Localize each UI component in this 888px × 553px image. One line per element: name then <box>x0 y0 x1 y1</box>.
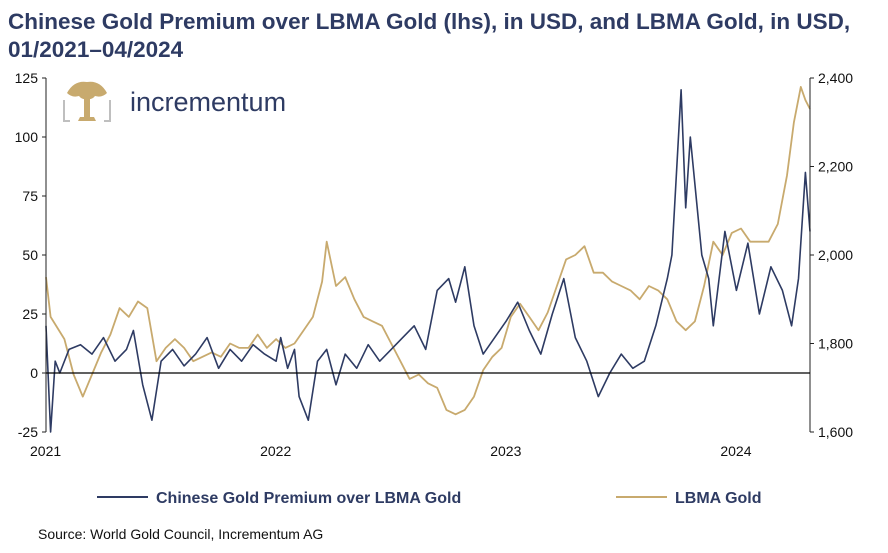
series-line-premium <box>45 89 811 433</box>
left-tick-label: 50 <box>22 247 38 263</box>
legend-label-premium: Chinese Gold Premium over LBMA Gold <box>156 490 461 507</box>
legend-label-gold: LBMA Gold <box>675 490 762 507</box>
chart-title: Chinese Gold Premium over LBMA Gold (lhs… <box>8 9 851 62</box>
legend: Chinese Gold Premium over LBMA Gold LBMA… <box>97 490 762 507</box>
left-tick-label: 75 <box>22 188 38 204</box>
left-tick-label: 100 <box>15 129 39 145</box>
left-tick-label: 25 <box>22 306 38 322</box>
x-tick-label: 2023 <box>490 443 521 459</box>
left-tick-label: 0 <box>30 365 38 381</box>
right-tick-label: 2,000 <box>818 247 853 263</box>
x-tick-label: 2022 <box>260 443 291 459</box>
x-tick-label: 2021 <box>30 443 61 459</box>
logo: incrementum <box>62 76 286 122</box>
right-tick-label: 2,400 <box>818 70 853 86</box>
tree-logo-icon <box>62 76 112 122</box>
logo-text: incrementum <box>130 87 286 117</box>
left-tick-label: -25 <box>18 424 38 440</box>
left-tick-label: 125 <box>15 70 39 86</box>
right-tick-label: 1,600 <box>818 424 853 440</box>
series-line-gold <box>45 86 811 416</box>
right-tick-label: 1,800 <box>818 336 853 352</box>
source-note: Source: World Gold Council, Incrementum … <box>38 526 324 542</box>
x-tick-label: 2024 <box>720 443 751 459</box>
right-tick-label: 2,200 <box>818 159 853 175</box>
